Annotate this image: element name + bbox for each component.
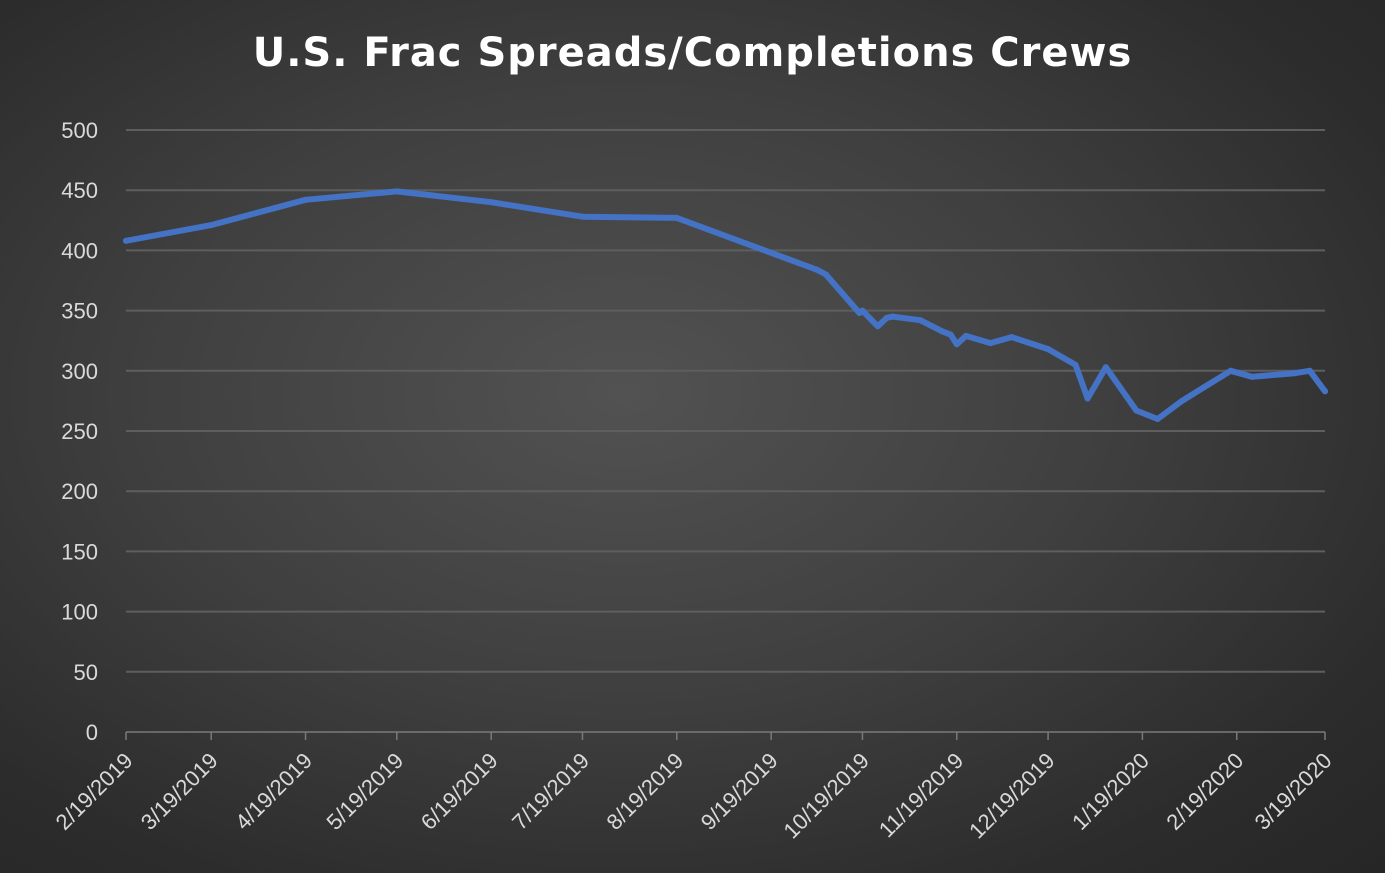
data-point — [123, 237, 129, 244]
y-tick-label: 350 — [61, 299, 98, 324]
data-point — [987, 340, 994, 347]
data-point — [889, 313, 896, 320]
data-point — [1008, 334, 1015, 341]
gridlines — [126, 129, 1325, 673]
data-point — [1072, 361, 1079, 368]
data-point — [393, 188, 400, 195]
y-tick-label: 150 — [61, 539, 98, 564]
series-line — [123, 188, 1328, 422]
data-point — [1045, 346, 1052, 353]
data-point — [883, 314, 890, 321]
x-tick-label: 10/19/2019 — [778, 748, 874, 844]
data-point — [1227, 367, 1234, 374]
data-point — [1200, 384, 1207, 391]
data-point — [302, 196, 309, 203]
data-point — [673, 214, 680, 221]
data-point — [488, 199, 495, 206]
y-tick-label: 500 — [61, 118, 98, 143]
x-tick-label: 9/19/2019 — [696, 748, 783, 835]
y-tick-label: 400 — [61, 238, 98, 263]
data-point — [1084, 395, 1091, 402]
x-tick-label: 1/19/2020 — [1067, 748, 1154, 835]
data-point — [1154, 415, 1161, 422]
x-tick-label: 11/19/2019 — [874, 748, 968, 842]
x-tick-label: 12/19/2019 — [964, 748, 1060, 844]
x-tick-label: 2/19/2020 — [1161, 748, 1248, 835]
data-point — [579, 213, 586, 220]
data-point — [822, 271, 829, 278]
series-layer — [123, 188, 1328, 422]
data-point — [813, 266, 820, 273]
chart-title: U.S. Frac Spreads/Completions Crews — [252, 30, 1133, 76]
data-point — [1248, 373, 1255, 380]
x-axis — [125, 731, 1326, 740]
y-tick-label: 300 — [61, 359, 98, 384]
data-point — [859, 307, 866, 314]
data-point — [1306, 367, 1313, 374]
y-tick-label: 200 — [61, 479, 98, 504]
data-point — [938, 328, 945, 335]
y-axis-tick-labels: 0 50 100 150 200 250 300 350 400 450 500 — [61, 118, 98, 745]
x-tick-label: 5/19/2019 — [321, 748, 408, 835]
data-point — [917, 317, 924, 324]
y-tick-label: 450 — [61, 178, 98, 203]
y-tick-label: 250 — [61, 419, 98, 444]
x-tick-label: 6/19/2019 — [416, 748, 503, 835]
data-point — [1291, 370, 1298, 377]
y-tick-label: 0 — [86, 720, 98, 745]
data-point — [208, 222, 215, 229]
data-point — [768, 249, 775, 256]
data-point — [1178, 397, 1185, 404]
data-point — [1102, 364, 1109, 371]
data-point — [947, 331, 954, 338]
x-tick-label: 4/19/2019 — [230, 748, 317, 835]
x-tick-label: 7/19/2019 — [507, 748, 594, 835]
x-tick-label: 2/19/2019 — [51, 748, 138, 835]
data-point — [962, 332, 969, 339]
x-tick-label: 8/19/2019 — [601, 748, 688, 835]
x-tick-label: 3/19/2019 — [136, 748, 223, 835]
data-point — [953, 341, 960, 348]
y-tick-label: 100 — [61, 600, 98, 625]
data-point — [874, 323, 881, 330]
y-tick-label: 50 — [74, 660, 98, 685]
data-point — [1322, 388, 1328, 395]
data-point — [1133, 407, 1140, 414]
x-tick-label: 3/19/2020 — [1250, 748, 1337, 835]
